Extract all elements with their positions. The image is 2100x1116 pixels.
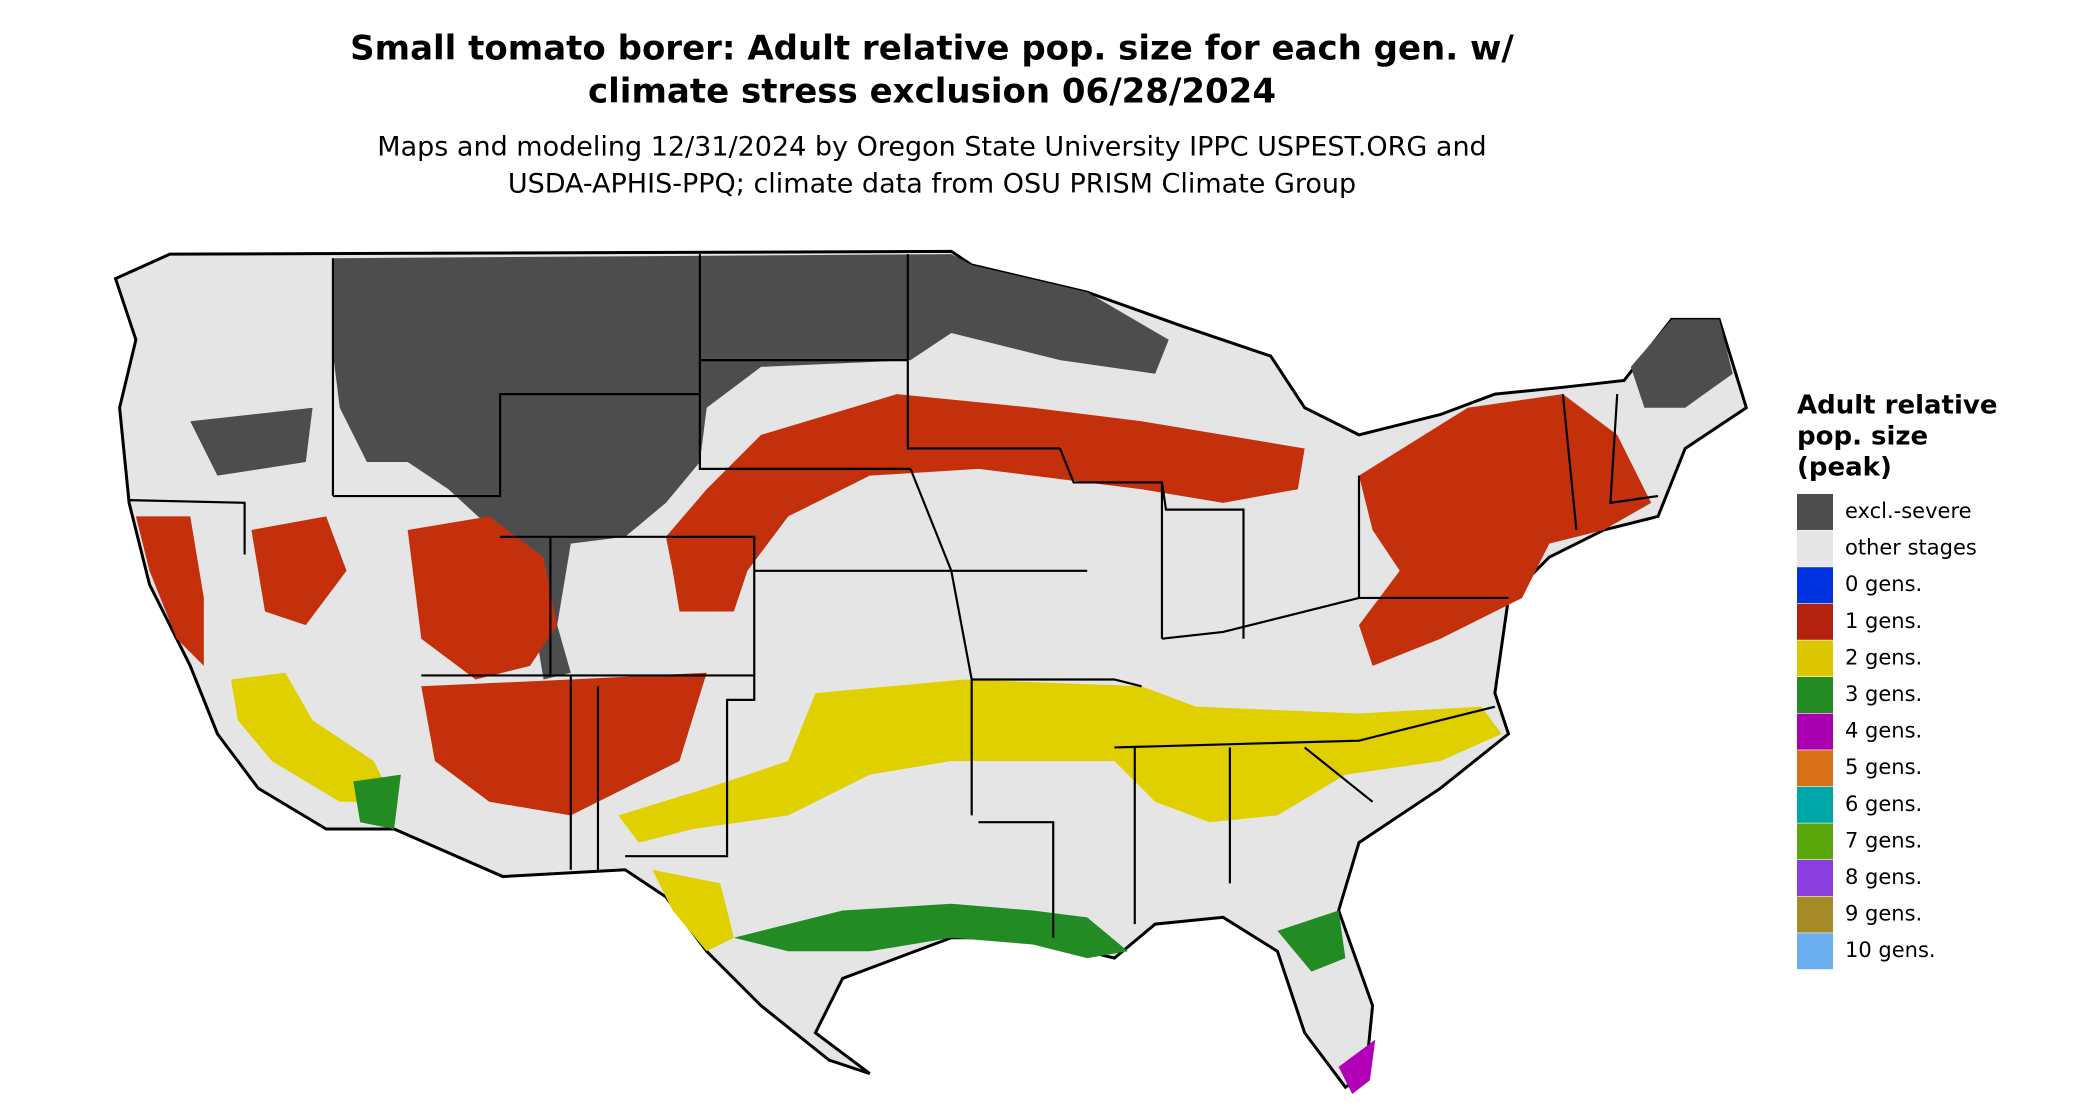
excluded-zone	[1630, 319, 1733, 408]
one-gen-zone	[407, 516, 558, 680]
border	[129, 254, 1659, 938]
legend-label: 1 gens.	[1845, 609, 1922, 633]
excluded-zone	[190, 407, 313, 476]
legend-label: 0 gens.	[1845, 572, 1922, 596]
three-gen-zone	[733, 903, 1128, 959]
legend-swatch	[1797, 603, 1833, 640]
legend-swatch	[1797, 640, 1833, 677]
legend-swatch	[1797, 860, 1833, 896]
legend-label: excl.-severe	[1845, 499, 1972, 523]
legend-label: 4 gens.	[1845, 719, 1922, 743]
legend-swatch	[1797, 677, 1833, 713]
legend-label: 3 gens.	[1845, 682, 1922, 706]
legend-label: 8 gens.	[1845, 865, 1922, 889]
legend-label: 9 gens.	[1845, 902, 1922, 926]
one-gen-zone	[135, 516, 204, 666]
title: climate stress exclusion 06/28/2024	[588, 72, 1276, 112]
legend-label: 2 gens.	[1845, 645, 1922, 669]
legend-title: pop. size	[1797, 422, 1928, 452]
legend-swatch	[1797, 750, 1833, 787]
legend-label: other stages	[1845, 536, 1977, 560]
one-gen-zone	[421, 672, 707, 816]
three-gen-zone	[353, 774, 401, 829]
one-gen-zone	[665, 394, 1305, 612]
legend-label: 10 gens.	[1845, 938, 1936, 962]
state-borders	[129, 254, 1659, 938]
legend-swatch	[1797, 530, 1833, 567]
legend-swatch	[1797, 823, 1833, 860]
four-gen-zone	[1338, 1039, 1376, 1094]
two-gen-zone	[231, 672, 395, 802]
title: Small tomato borer: Adult relative pop. …	[350, 29, 1514, 69]
legend-label: 7 gens.	[1845, 828, 1922, 852]
legend-swatch	[1797, 567, 1833, 604]
legend-title: Adult relative	[1797, 391, 1997, 421]
three-gen-zone	[1277, 910, 1346, 972]
legend-title: (peak)	[1797, 453, 1892, 483]
legend-label: 5 gens.	[1845, 755, 1922, 779]
two-gen-zone	[618, 679, 1502, 843]
legend-swatch	[1797, 713, 1833, 750]
legend-swatch	[1797, 786, 1833, 823]
subtitle: USDA-APHIS-PPQ; climate data from OSU PR…	[508, 169, 1356, 200]
one-gen-zone	[251, 516, 347, 626]
two-gen-zone	[652, 869, 734, 952]
legend-swatch	[1797, 933, 1833, 970]
legend-swatch	[1797, 494, 1833, 530]
us-map	[113, 249, 1749, 1094]
legend-label: 6 gens.	[1845, 792, 1922, 816]
subtitle: Maps and modeling 12/31/2024 by Oregon S…	[377, 132, 1486, 163]
legend-swatch	[1797, 896, 1833, 933]
